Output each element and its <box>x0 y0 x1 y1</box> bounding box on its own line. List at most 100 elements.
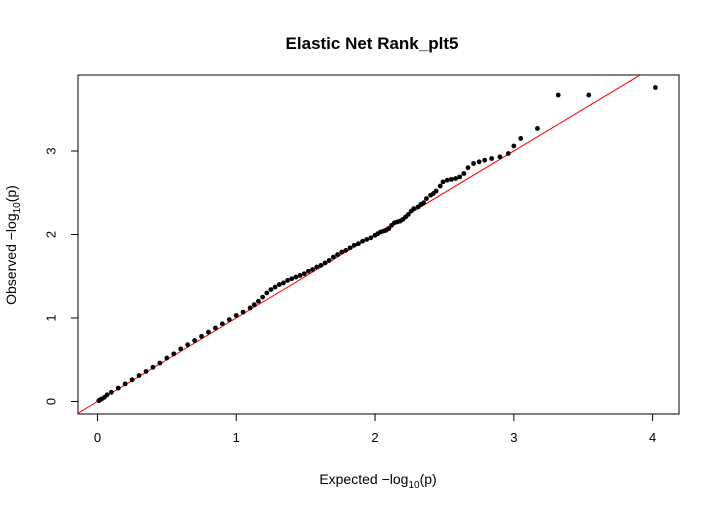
data-point <box>476 159 482 165</box>
plot-frame <box>77 74 680 415</box>
data-point <box>461 171 467 176</box>
y-axis-label-suffix: (p) <box>3 185 19 202</box>
data-point <box>343 247 349 253</box>
y-tick-label: 2 <box>43 231 58 238</box>
x-tick-label: 4 <box>649 430 656 445</box>
data-point <box>326 257 332 263</box>
y-axis-label-prefix: Observed −log <box>3 213 19 304</box>
data-point <box>355 241 361 247</box>
data-point <box>276 282 282 287</box>
data-point <box>285 278 290 283</box>
data-point <box>272 284 278 290</box>
data-point <box>322 260 328 266</box>
y-tick-label: 1 <box>43 314 58 321</box>
data-point <box>428 192 433 198</box>
x-tick-label: 2 <box>371 430 378 445</box>
x-tick-label: 3 <box>510 430 517 445</box>
data-point <box>372 232 378 238</box>
data-point <box>535 126 540 131</box>
data-point <box>310 267 315 272</box>
chart-title: Elastic Net Rank_plt5 <box>286 34 459 53</box>
y-tick-label: 3 <box>43 147 58 154</box>
x-axis-label: Expected −log10(p) <box>319 471 436 491</box>
data-point <box>293 274 299 280</box>
data-point <box>115 385 121 391</box>
y-axis-label-subscript: 10 <box>12 202 23 214</box>
data-point <box>96 398 102 404</box>
y-axis-label: Observed −log10(p) <box>3 185 23 305</box>
data-point <box>247 305 253 311</box>
data-point <box>122 381 128 387</box>
x-axis-label-suffix: (p) <box>420 471 437 487</box>
data-point <box>206 329 211 335</box>
data-point <box>444 177 450 183</box>
data-point <box>314 264 320 270</box>
data-point <box>653 85 658 90</box>
data-point <box>256 298 261 304</box>
x-tick-label: 1 <box>233 430 240 445</box>
data-point <box>219 321 225 327</box>
data-point <box>335 252 340 257</box>
data-point <box>518 136 524 141</box>
data-point <box>150 364 156 370</box>
data-point <box>489 156 495 161</box>
data-point <box>164 355 170 361</box>
data-point <box>264 290 270 296</box>
data-point <box>505 151 511 156</box>
data-point <box>157 360 163 366</box>
data-point <box>108 389 114 395</box>
data-point <box>347 245 353 251</box>
data-point <box>457 174 463 180</box>
x-axis-label-subscript: 10 <box>408 480 420 491</box>
data-point <box>339 249 345 255</box>
data-point <box>448 176 454 182</box>
data-point <box>437 183 443 189</box>
data-point <box>251 302 257 308</box>
data-point <box>306 268 311 274</box>
data-point <box>240 309 246 315</box>
x-axis: 0 1 2 3 4 <box>94 413 656 445</box>
data-point <box>226 317 232 323</box>
data-point <box>233 313 239 318</box>
data-point <box>482 157 488 163</box>
data-point <box>301 271 307 277</box>
data-point <box>423 196 429 201</box>
data-point <box>586 92 592 98</box>
data-point <box>415 204 421 210</box>
data-point <box>465 165 471 171</box>
data-point <box>268 287 274 292</box>
data-point <box>178 346 184 352</box>
data-point <box>185 342 191 348</box>
data-point <box>330 254 336 260</box>
y-axis: 0 1 2 3 <box>43 147 79 405</box>
data-point <box>453 176 458 181</box>
data-point <box>351 242 357 248</box>
data-point <box>368 235 374 241</box>
data-point <box>192 338 197 343</box>
data-point <box>297 272 303 278</box>
data-point <box>129 377 135 383</box>
data-point <box>497 154 503 160</box>
data-point <box>171 351 177 357</box>
x-axis-label-prefix: Expected −log <box>319 471 408 487</box>
data-point <box>213 325 218 331</box>
data-point <box>440 179 446 185</box>
data-point <box>471 161 476 166</box>
data-point <box>318 262 324 268</box>
data-point <box>555 92 561 98</box>
reference-line <box>78 75 642 414</box>
data-point <box>281 280 286 286</box>
data-point <box>389 222 395 228</box>
y-tick-label: 0 <box>43 398 58 405</box>
data-point <box>364 237 370 242</box>
points-group <box>96 85 658 404</box>
data-point <box>289 276 295 282</box>
data-point <box>360 238 365 244</box>
data-point <box>511 143 517 149</box>
data-point <box>136 373 142 378</box>
data-point <box>408 208 414 214</box>
x-tick-label: 0 <box>94 430 101 445</box>
data-point <box>260 294 266 300</box>
data-point <box>143 369 149 374</box>
